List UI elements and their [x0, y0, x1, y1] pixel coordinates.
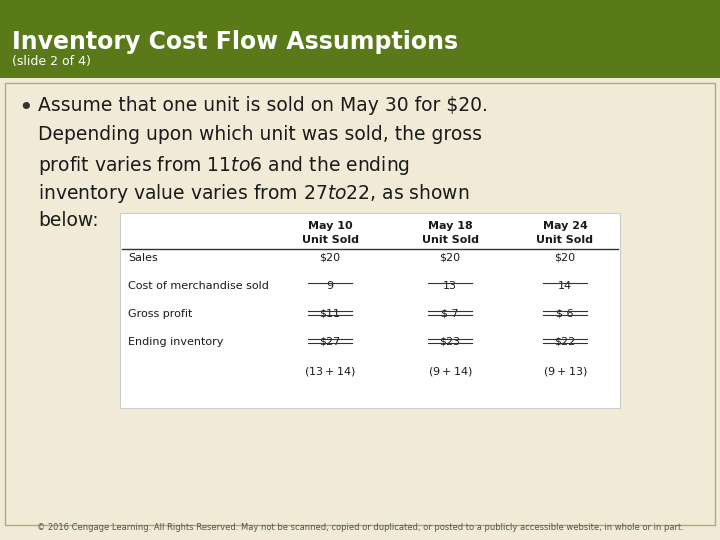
Text: •: •: [18, 96, 32, 120]
Text: $20: $20: [554, 253, 575, 263]
Text: Unit Sold: Unit Sold: [302, 235, 359, 245]
Text: $ 7: $ 7: [441, 309, 459, 319]
Text: ($9 + $14): ($9 + $14): [428, 365, 472, 378]
Text: $27: $27: [320, 337, 341, 347]
Text: $11: $11: [320, 309, 341, 319]
Text: May 18: May 18: [428, 221, 472, 231]
Text: ($9 + $13): ($9 + $13): [543, 365, 588, 378]
Text: Sales: Sales: [128, 253, 158, 263]
Text: Assume that one unit is sold on May 30 for $20.: Assume that one unit is sold on May 30 f…: [38, 96, 488, 116]
Text: $ 6: $ 6: [557, 309, 574, 319]
Text: 13: 13: [443, 281, 457, 291]
Text: $22: $22: [554, 337, 575, 347]
Text: Inventory Cost Flow Assumptions: Inventory Cost Flow Assumptions: [12, 30, 458, 54]
Text: 14: 14: [558, 281, 572, 291]
Text: $20: $20: [320, 253, 341, 263]
Text: Cost of merchandise sold: Cost of merchandise sold: [128, 281, 269, 291]
Text: (slide 2 of 4): (slide 2 of 4): [12, 55, 91, 68]
Bar: [0, 0, 720, 78]
Bar: [5, 83, 715, 525]
Text: below:: below:: [38, 211, 99, 230]
Text: profit varies from $11 to $6 and the ending: profit varies from $11 to $6 and the end…: [38, 153, 410, 177]
Text: $20: $20: [439, 253, 461, 263]
Text: May 24: May 24: [543, 221, 588, 231]
Text: Gross profit: Gross profit: [128, 309, 192, 319]
Text: May 10: May 10: [307, 221, 352, 231]
Text: Unit Sold: Unit Sold: [536, 235, 593, 245]
Text: © 2016 Cengage Learning. All Rights Reserved. May not be scanned, copied or dupl: © 2016 Cengage Learning. All Rights Rese…: [37, 523, 683, 532]
Text: 9: 9: [326, 281, 333, 291]
Text: Unit Sold: Unit Sold: [421, 235, 479, 245]
Text: inventory value varies from $27 to $22, as shown: inventory value varies from $27 to $22, …: [38, 182, 469, 205]
Text: ($13 + $14): ($13 + $14): [304, 365, 356, 378]
Text: Depending upon which unit was sold, the gross: Depending upon which unit was sold, the …: [38, 125, 482, 144]
Text: $23: $23: [439, 337, 461, 347]
Bar: [120, 213, 620, 408]
Text: Ending inventory: Ending inventory: [128, 337, 223, 347]
